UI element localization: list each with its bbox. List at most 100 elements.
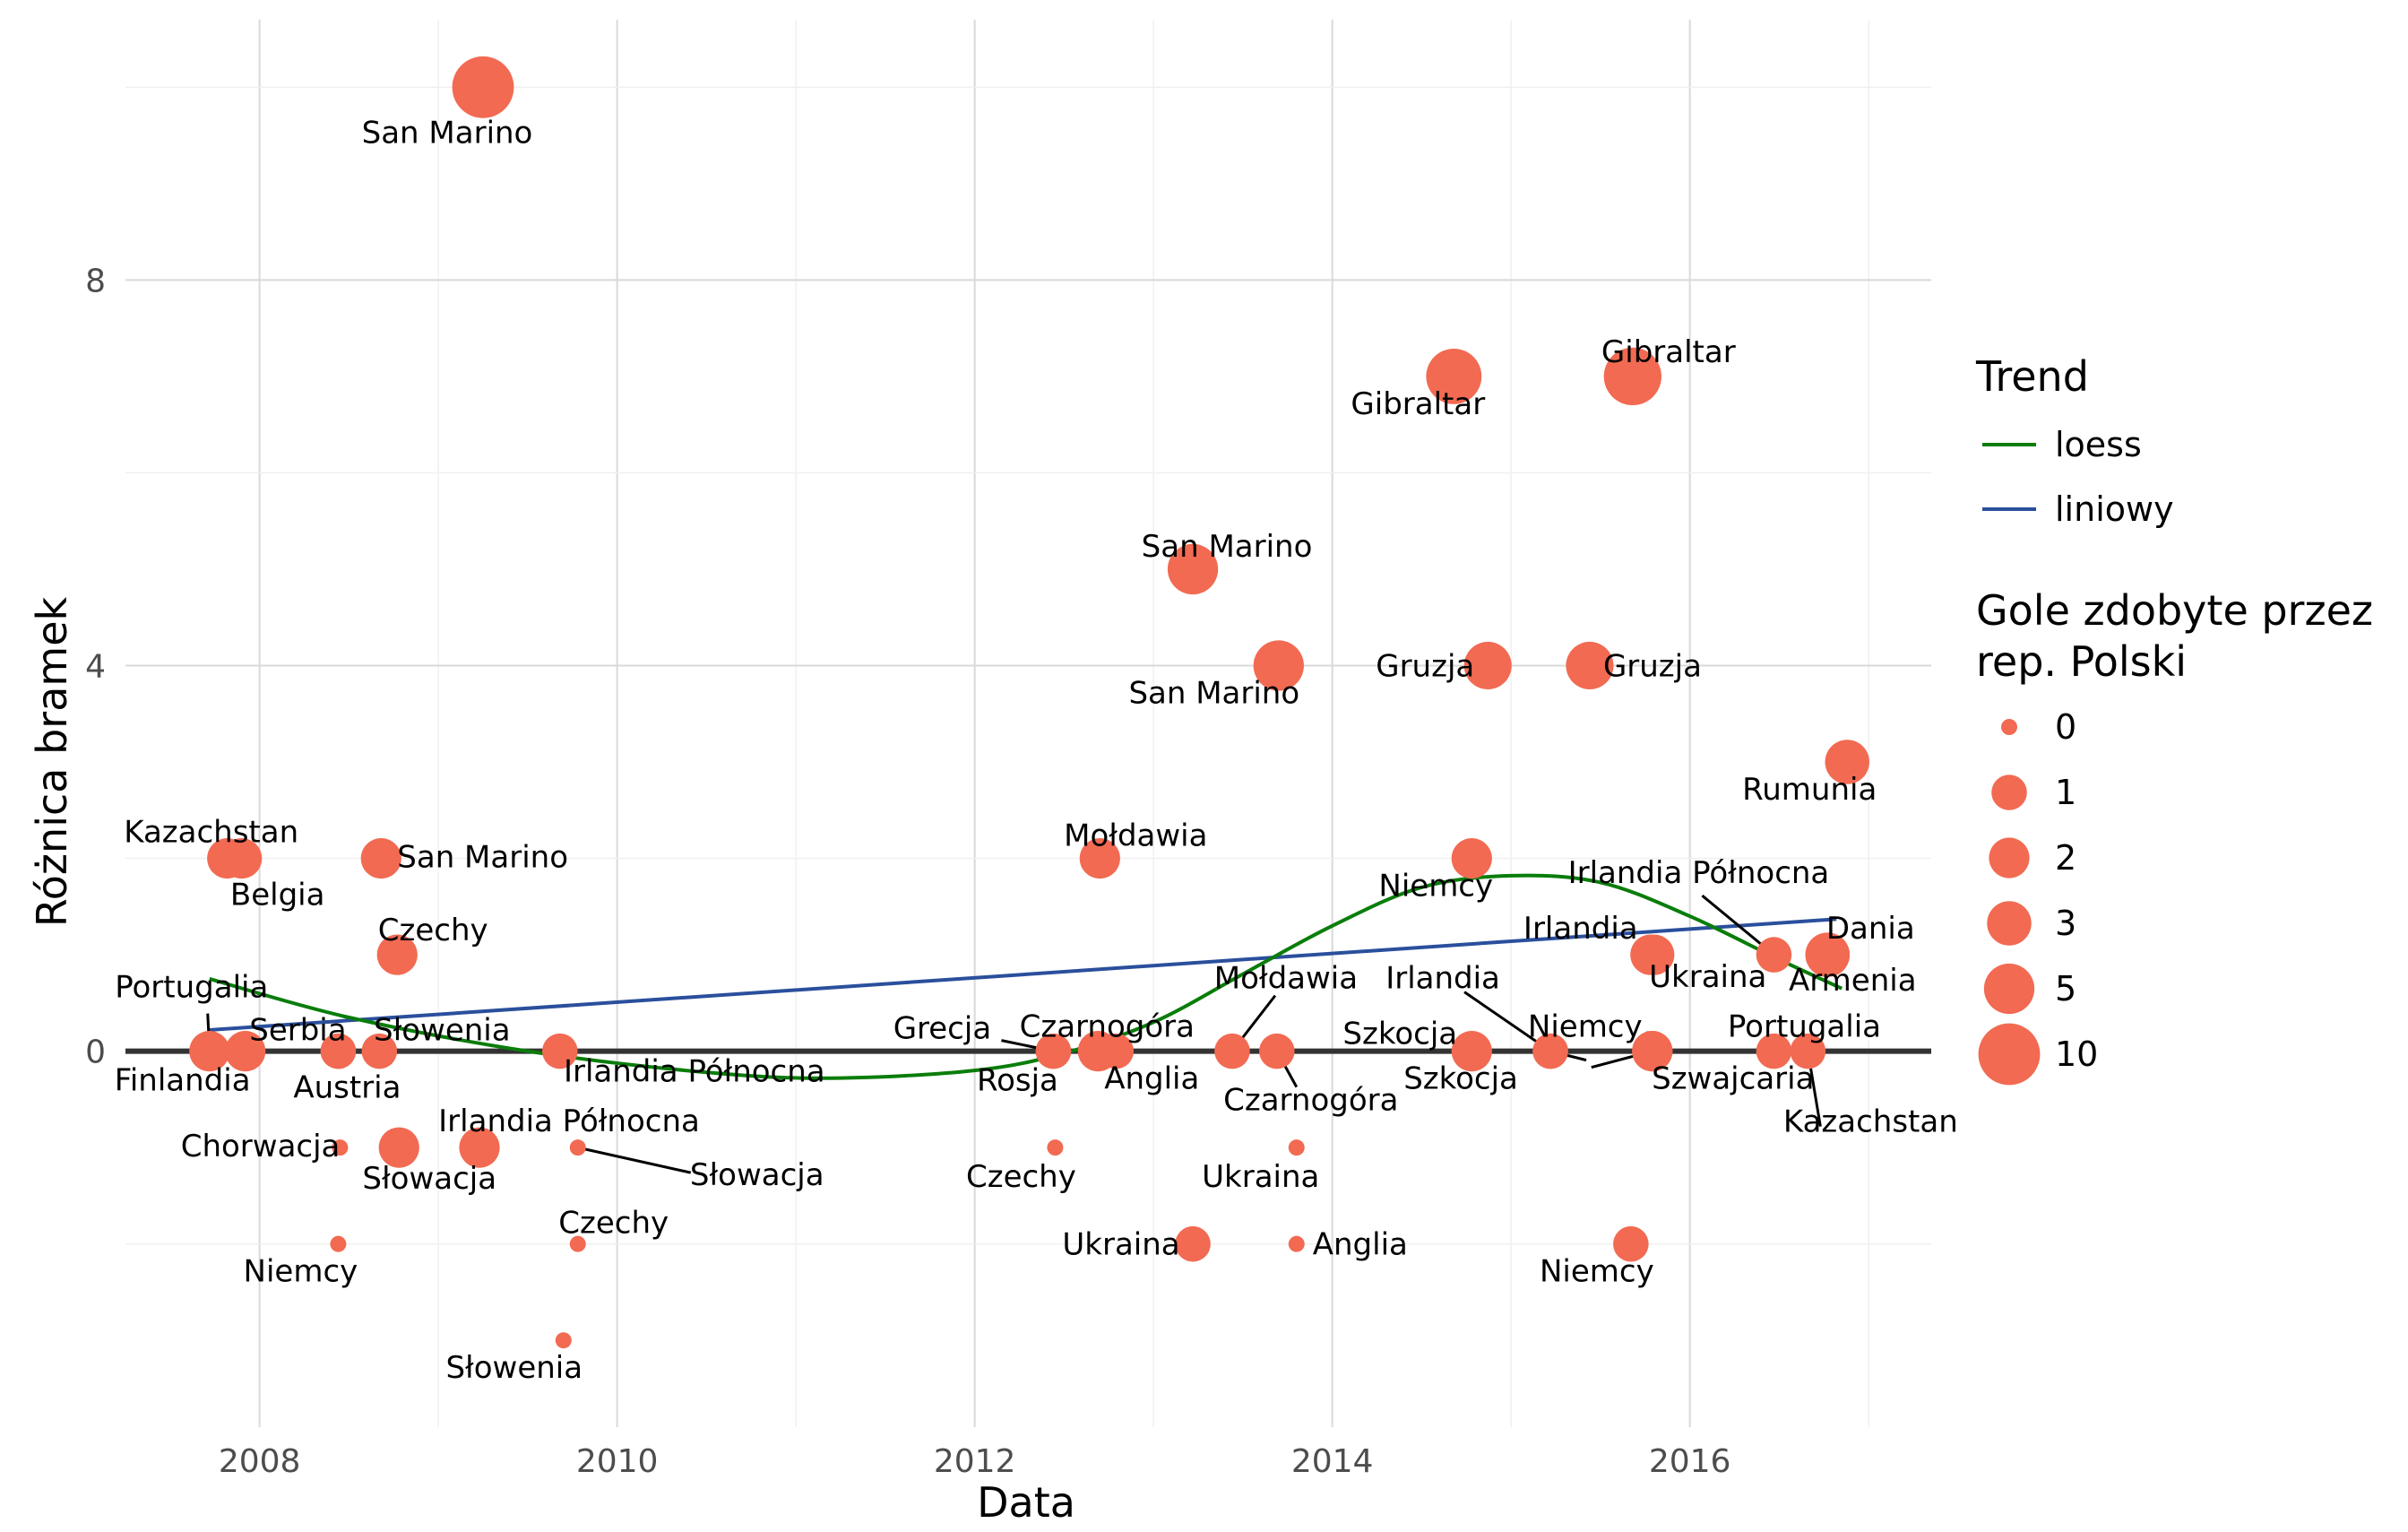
data-point	[1288, 1139, 1305, 1156]
point-label: Niemcy	[1528, 1009, 1643, 1045]
legend-size-swatch	[1978, 1023, 2041, 1086]
point-label: Chorwacja	[181, 1129, 341, 1164]
data-point	[221, 837, 263, 879]
data-point	[1098, 1033, 1135, 1069]
x-tick-label: 2016	[1649, 1443, 1731, 1480]
data-point	[459, 1127, 500, 1168]
data-point	[569, 1139, 586, 1156]
point-label: Irlandia	[1523, 911, 1638, 947]
x-axis-title: Data	[977, 1478, 1075, 1527]
legend: Trend Gole zdobyte przez rep. Polski loe…	[1975, 352, 2373, 1086]
legend-size-swatch	[1989, 837, 2030, 879]
point-label: San Marino	[362, 115, 533, 151]
point-label: Gibraltar	[1351, 386, 1485, 422]
legend-size-label: 3	[2055, 904, 2076, 943]
point-label: Kazachstan	[124, 815, 298, 851]
point-label: Dania	[1826, 911, 1915, 947]
data-point	[1613, 1225, 1649, 1262]
linear-trend-line	[209, 917, 1837, 1032]
data-point	[1253, 640, 1304, 691]
data-point	[378, 1127, 419, 1168]
data-point	[1451, 837, 1492, 879]
point-label: Belgia	[230, 878, 325, 913]
legend-size-swatch	[1991, 775, 2027, 810]
data-point	[1035, 1033, 1072, 1069]
point-label: Portugalia	[1728, 1009, 1881, 1045]
data-point	[1451, 1031, 1492, 1072]
point-label: Grecja	[893, 1011, 991, 1047]
point-label: Słowacja	[362, 1161, 496, 1197]
point-label: San Marino	[397, 840, 568, 876]
point-label: Słowenia	[374, 1013, 511, 1049]
point-label: Szkocja	[1342, 1017, 1457, 1052]
data-point	[1259, 1033, 1295, 1069]
x-tick-label: 2014	[1291, 1443, 1374, 1480]
point-label: Irlandia	[1385, 961, 1500, 997]
point-label: Rumunia	[1742, 772, 1877, 808]
point-labels: San Marino Kazachstan Belgia San Marino Czec…	[115, 115, 1958, 1386]
data-point	[361, 1033, 398, 1069]
data-point	[320, 1033, 357, 1069]
data-point	[1825, 740, 1869, 784]
data-point	[452, 56, 514, 118]
point-label: Finlandia	[115, 1063, 251, 1099]
y-axis-title: Różnica bramek	[28, 597, 76, 928]
data-point	[555, 1332, 572, 1349]
data-point	[1790, 1033, 1826, 1069]
legend-trend-label: liniowy	[2055, 489, 2174, 529]
data-point	[542, 1033, 578, 1069]
point-label: Ukraina	[1202, 1159, 1319, 1195]
point-label: Gruzja	[1603, 648, 1702, 684]
legend-size-swatch	[2001, 719, 2017, 735]
data-point	[1566, 641, 1614, 690]
data-point	[1047, 1139, 1064, 1156]
data-point	[1214, 1033, 1250, 1069]
point-label: Portugalia	[115, 970, 268, 1006]
y-tick-label: 4	[85, 648, 106, 685]
point-label: Irlandia Północna	[564, 1054, 825, 1090]
data-point	[360, 837, 401, 879]
data-point	[225, 1031, 266, 1072]
data-point	[1756, 1033, 1792, 1069]
data-point	[376, 934, 418, 975]
legend-size-label: 2	[2055, 838, 2076, 878]
point-label: Irlandia Północna	[438, 1104, 700, 1139]
legend-size-title-line-1: Gole zdobyte przez	[1976, 586, 2373, 635]
x-tick-label: 2008	[219, 1443, 301, 1480]
point-label: San Marino	[1142, 529, 1313, 565]
legend-trend-title: Trend	[1975, 352, 2089, 401]
data-point	[332, 1139, 349, 1156]
data-point	[1634, 934, 1675, 975]
label-connector	[577, 1146, 692, 1174]
point-label: Ukraina	[1062, 1227, 1179, 1263]
x-tick-label: 2010	[576, 1443, 659, 1480]
point-label: Czarnogóra	[1020, 1009, 1195, 1045]
data-point	[330, 1235, 347, 1252]
data-point	[1805, 932, 1851, 977]
point-label: Szkocja	[1403, 1061, 1518, 1097]
data-point	[1532, 1033, 1568, 1069]
data-point	[1426, 348, 1482, 404]
point-label: Austria	[293, 1070, 401, 1106]
point-label: Niemcy	[1378, 869, 1493, 904]
point-label: Armenia	[1789, 963, 1917, 999]
point-label: Gibraltar	[1601, 334, 1736, 370]
legend-size-label: 5	[2055, 969, 2076, 1008]
point-label: Czechy	[966, 1159, 1076, 1195]
legend-size-label: 10	[2055, 1034, 2098, 1074]
point-label: Słowacja	[690, 1157, 824, 1193]
data-point	[1603, 347, 1661, 406]
point-label: Słowenia	[445, 1350, 583, 1386]
legend-size-label: 0	[2055, 707, 2076, 747]
legend-size-title-line-2: rep. Polski	[1976, 637, 2187, 686]
point-label: Anglia	[1104, 1061, 1199, 1097]
point-label: Gruzja	[1376, 648, 1474, 684]
legend-size-label: 1	[2055, 773, 2076, 812]
data-points	[189, 56, 1869, 1349]
point-label: Rosja	[977, 1063, 1058, 1099]
data-point	[569, 1235, 586, 1252]
point-label: San Marino	[1128, 675, 1299, 711]
point-label: Mołdawia	[1214, 961, 1358, 997]
axes: Data Różnica bramek	[28, 597, 1075, 1527]
point-label: Niemcy	[244, 1254, 358, 1290]
